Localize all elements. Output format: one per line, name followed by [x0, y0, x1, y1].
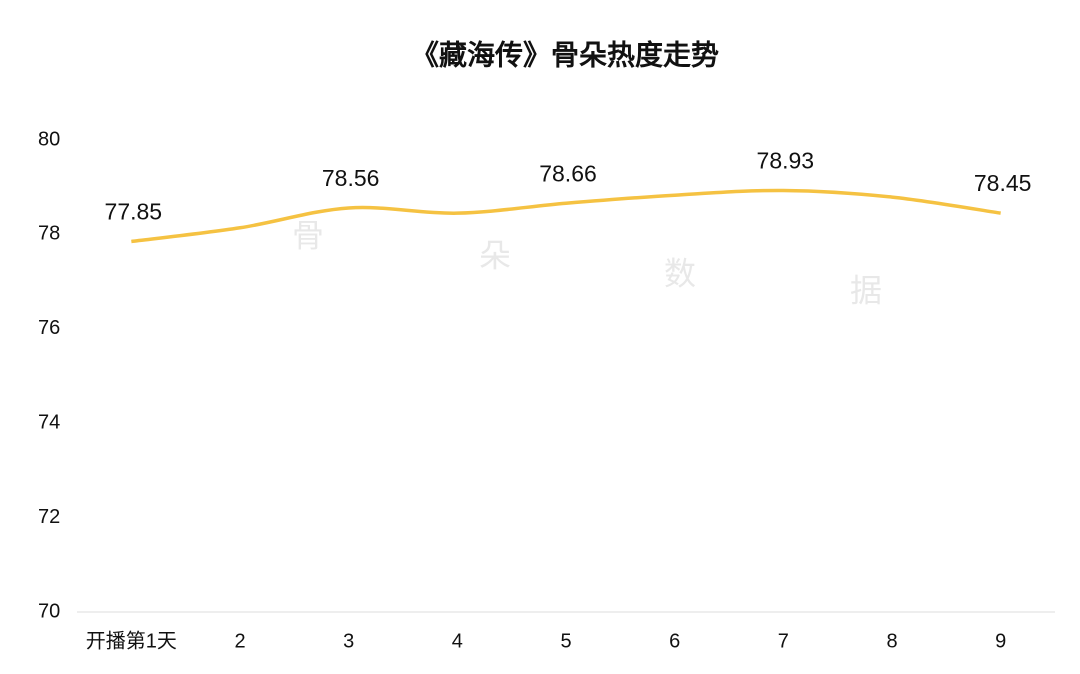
x-tick-label: 9 [995, 630, 1006, 652]
y-tick-label: 72 [38, 506, 60, 528]
watermark: 数 [664, 255, 696, 293]
line [131, 188, 1001, 244]
x-tick-label: 6 [669, 630, 680, 652]
y-tick-label: 76 [38, 317, 60, 339]
x-tick-label: 3 [343, 630, 354, 652]
watermark: 骨 [292, 217, 324, 255]
y-tick-label: 74 [38, 411, 60, 433]
x-tick-label: 5 [560, 630, 571, 652]
y-tick-label: 80 [38, 128, 60, 150]
watermark: 据 [850, 272, 882, 310]
data-label: 77.85 [105, 199, 163, 225]
x-tick-label: 4 [452, 630, 463, 652]
data-label: 78.93 [757, 148, 815, 174]
x-tick-label: 开播第1天 [86, 629, 177, 652]
x-tick-label: 2 [234, 630, 245, 652]
x-tick-label: 8 [886, 630, 897, 652]
x-tick-label: 7 [778, 630, 789, 652]
data-label: 78.45 [974, 170, 1032, 196]
data-label: 78.56 [322, 165, 380, 191]
y-tick-label: 70 [38, 600, 60, 622]
data-label: 78.66 [539, 160, 597, 186]
y-tick-label: 78 [38, 223, 60, 245]
chart-title: 《藏海传》骨朵热度走势 [411, 39, 719, 70]
watermark: 朵 [479, 237, 511, 275]
